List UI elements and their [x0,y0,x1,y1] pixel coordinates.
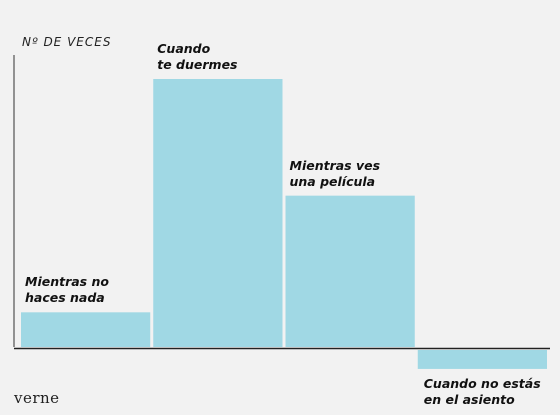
bar-label-1: Cuando te duermes [157,41,238,72]
bar-label-2: Mientras ves una película [289,157,381,189]
bar-2 [285,195,415,347]
brand-logo: verne [14,389,60,407]
bar-label-3: Cuando no estás en el asiento [423,375,541,407]
bar-3 [417,350,547,369]
bar-1 [153,79,283,347]
y-axis-label: Nº DE VECES [22,35,112,49]
bar-0 [21,312,151,347]
bar-label-0: Mientras no haces nada [25,274,109,306]
